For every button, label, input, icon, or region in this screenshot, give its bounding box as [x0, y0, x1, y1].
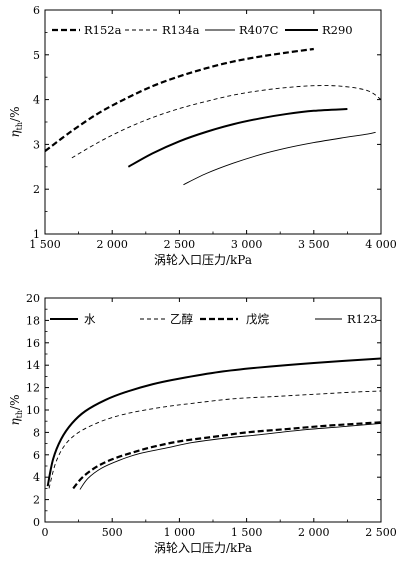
plot-frame — [44, 9, 382, 235]
y-tick-label: 5 — [33, 49, 40, 62]
x-tick-label: 2 000 — [96, 238, 128, 251]
series-line-2 — [71, 85, 381, 159]
y-axis-unit: /% — [8, 106, 22, 121]
y-axis-label: ηth/% — [8, 394, 24, 425]
series-line-3 — [72, 421, 381, 490]
y-tick-label: 12 — [26, 382, 40, 395]
series-line-3 — [183, 131, 376, 186]
series-line-1 — [46, 357, 381, 487]
x-tick-label: 2 500 — [365, 526, 397, 539]
y-axis-subscript: th — [15, 410, 24, 418]
y-tick-label: 20 — [26, 292, 40, 305]
legend-label-1: R152a — [84, 23, 122, 37]
y-tick-label: 2 — [33, 494, 40, 507]
x-tick-label: 3 500 — [298, 238, 330, 251]
plot-frame — [44, 297, 382, 523]
chart-1: 1 500 2 000 2 500 3 000 3 500 4 000 1 2 3 4 5 6 涡轮入口… — [8, 4, 397, 267]
x-axis-label: 涡轮入口压力/kPa — [154, 541, 252, 555]
series-line-4 — [127, 108, 348, 168]
x-tick-label: 4 000 — [365, 238, 397, 251]
legend-label-4: R290 — [322, 23, 353, 37]
legend-label-3: R407C — [239, 23, 279, 37]
legend-label-2: 乙醇 — [170, 312, 193, 326]
y-tick-label: 2 — [33, 183, 40, 196]
y-axis-subscript: th — [15, 122, 24, 130]
legend-label-2: R134a — [162, 23, 200, 37]
legend-label-4: R123 — [347, 312, 378, 326]
y-tick-label: 16 — [26, 337, 40, 350]
x-tick-label: 1 500 — [231, 526, 263, 539]
y-axis-unit: /% — [8, 394, 22, 409]
x-tick-label: 3 000 — [231, 238, 263, 251]
legend-label-3: 戊烷 — [246, 312, 269, 326]
y-tick-label: 10 — [26, 404, 40, 417]
y-tick-label: 6 — [33, 4, 40, 17]
series-line-2 — [48, 390, 381, 489]
y-axis-symbol: η — [8, 418, 22, 426]
y-tick-label: 6 — [33, 449, 40, 462]
y-tick-label: 4 — [33, 94, 40, 107]
y-tick-label: 0 — [33, 516, 40, 529]
series-line-4 — [79, 422, 381, 490]
y-tick-label: 1 — [33, 228, 40, 241]
y-tick-label: 18 — [26, 314, 40, 327]
y-tick-label: 4 — [33, 471, 40, 484]
x-tick-label: 2 000 — [298, 526, 330, 539]
x-tick-label: 1 500 — [29, 238, 61, 251]
legend-label-1: 水 — [84, 312, 96, 326]
y-tick-label: 3 — [33, 138, 40, 151]
y-axis-symbol: η — [8, 130, 22, 138]
x-tick-label: 500 — [102, 526, 123, 539]
x-tick-label: 1 000 — [164, 526, 196, 539]
x-tick-label: 0 — [42, 526, 49, 539]
y-tick-label: 8 — [33, 426, 40, 439]
series-line-1 — [45, 47, 314, 152]
x-axis-label: 涡轮入口压力/kPa — [154, 253, 252, 267]
y-axis-label: ηth/% — [8, 106, 24, 137]
chart-2: 0 500 1 000 1 500 2 000 2 500 0 2 4 6 8 10 12 14 16 18 2… — [8, 292, 397, 555]
y-tick-label: 14 — [26, 359, 40, 372]
x-tick-label: 2 500 — [164, 238, 196, 251]
